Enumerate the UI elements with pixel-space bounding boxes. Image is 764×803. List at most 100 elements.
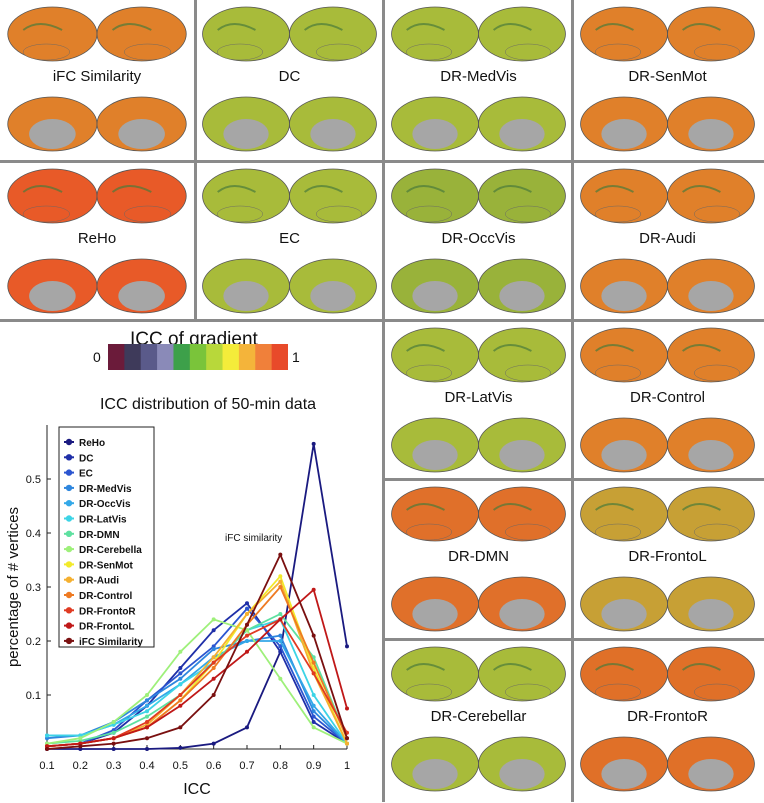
- data-point: [178, 649, 183, 654]
- data-point: [245, 633, 249, 638]
- data-point: [278, 639, 283, 643]
- data-point: [245, 628, 249, 633]
- legend-item: DR-Audi: [64, 576, 119, 587]
- x-tick-label: 0.5: [173, 760, 188, 772]
- brain-surface-lateral: [7, 168, 98, 224]
- x-tick-label: 0.2: [73, 760, 88, 772]
- brain-surface-lateral: [478, 486, 566, 542]
- data-point: [211, 655, 216, 660]
- x-tick-label: 0.3: [106, 760, 121, 772]
- data-point: [111, 741, 116, 746]
- y-tick-label: 0.5: [26, 474, 41, 486]
- colorbar-swatch: [255, 344, 273, 370]
- colorbar-swatch: [173, 344, 191, 370]
- legend-item: DC: [64, 453, 93, 464]
- brain-surface-medial: [478, 258, 566, 314]
- brain-surface-medial: [478, 576, 566, 632]
- data-point: [178, 671, 183, 676]
- brain-surface-lateral: [667, 168, 755, 224]
- brain-surface-medial: [667, 417, 755, 473]
- data-point: [311, 633, 316, 638]
- icc-distribution-chart: 0.1 0.2 0.3 0.4 0.5 0.6 0.7 0.8 0.9 1 0.1 0.2 0.3 0.4…: [5, 425, 350, 798]
- colorbar-swatch: [124, 344, 142, 370]
- brain-panel: DC: [195, 0, 384, 158]
- svg-text:DR-OccVis: DR-OccVis: [79, 499, 131, 510]
- brain-surface-medial: [580, 96, 668, 152]
- panel-label: DR-Control: [629, 389, 705, 406]
- data-point: [145, 693, 149, 697]
- data-point: [211, 628, 216, 633]
- brain-surface-lateral: [667, 327, 755, 383]
- brain-surface-medial: [391, 576, 479, 632]
- legend-item: iFC Similarity: [64, 637, 143, 648]
- x-tick-label: 0.7: [239, 760, 254, 772]
- data-point: [311, 660, 316, 665]
- data-point: [245, 606, 249, 611]
- svg-text:DR-FrontoL: DR-FrontoL: [79, 622, 135, 633]
- data-point: [245, 601, 249, 606]
- data-point: [211, 647, 216, 652]
- data-point: [278, 676, 283, 681]
- panel-label: DR-Audi: [639, 230, 696, 247]
- brain-surface-medial: [580, 736, 668, 792]
- data-point: [278, 633, 283, 638]
- data-point: [145, 698, 149, 703]
- brain-surface-lateral: [96, 168, 187, 224]
- legend-item: EC: [64, 469, 93, 480]
- brain-surface-medial: [478, 736, 566, 792]
- brain-surface-lateral: [391, 486, 479, 542]
- brain-panel: DR-FrontoL: [573, 480, 762, 638]
- brain-surface-lateral: [478, 646, 566, 702]
- brain-surface-medial: [478, 417, 566, 473]
- data-point: [78, 736, 83, 741]
- svg-text:DR-MedVis: DR-MedVis: [79, 484, 132, 495]
- brain-surface-medial: [667, 736, 755, 792]
- brain-panel: DR-Control: [573, 321, 762, 479]
- legend-item: DR-Cerebella: [64, 545, 142, 556]
- svg-text:iFC Similarity: iFC Similarity: [79, 637, 143, 648]
- brain-surface-lateral: [478, 327, 566, 383]
- data-point: [211, 666, 216, 670]
- legend-item: DR-FrontoL: [64, 622, 135, 633]
- series-line: [45, 587, 349, 749]
- colorbar-min-label: 0: [93, 349, 101, 365]
- y-tick-label: 0.4: [26, 528, 41, 540]
- data-point: [311, 703, 316, 708]
- data-point: [345, 736, 349, 741]
- data-point: [178, 682, 183, 687]
- brain-surface-medial: [667, 258, 755, 314]
- data-point: [145, 703, 149, 708]
- legend-item: ReHo: [64, 438, 105, 449]
- y-tick-label: 0.1: [26, 690, 41, 702]
- brain-surface-lateral: [96, 6, 187, 62]
- data-point: [145, 747, 149, 751]
- panel-label: DR-MedVis: [440, 68, 517, 85]
- data-point: [145, 725, 149, 730]
- x-tick-label: 1: [344, 760, 350, 772]
- panel-label: iFC Similarity: [52, 68, 142, 85]
- brain-panel: DR-Audi: [573, 162, 762, 320]
- data-point: [111, 736, 116, 741]
- data-point: [311, 714, 316, 719]
- data-point: [145, 736, 149, 741]
- brain-surface-medial: [202, 96, 290, 152]
- data-point: [178, 693, 183, 697]
- data-point: [311, 720, 316, 724]
- separator: [384, 638, 764, 641]
- brain-surface-lateral: [580, 486, 668, 542]
- brain-panel: DR-LatVis: [384, 321, 573, 479]
- data-point: [245, 622, 249, 627]
- data-point: [278, 574, 283, 579]
- colorbar-swatch: [189, 344, 207, 370]
- brain-surface-lateral: [289, 168, 377, 224]
- data-point: [178, 666, 183, 670]
- data-point: [145, 720, 149, 724]
- data-point: [245, 725, 249, 730]
- data-point: [311, 709, 316, 714]
- svg-text:DR-Audi: DR-Audi: [79, 576, 119, 587]
- data-point: [311, 441, 316, 446]
- brain-panel: EC: [195, 162, 384, 320]
- brain-panel: DR-SenMot: [573, 0, 762, 158]
- panel-label: DR-Cerebellar: [430, 708, 527, 725]
- x-tick-label: 0.6: [206, 760, 221, 772]
